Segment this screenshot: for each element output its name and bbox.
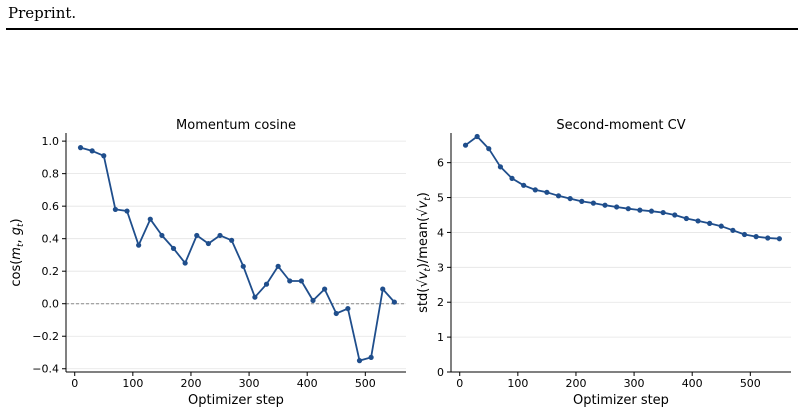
data-point xyxy=(275,263,281,269)
x-tick-label: 400 xyxy=(297,377,318,390)
data-point xyxy=(707,220,713,226)
data-point xyxy=(660,209,666,216)
data-point xyxy=(648,208,655,214)
data-point xyxy=(333,310,339,317)
data-point xyxy=(602,202,608,208)
data-point xyxy=(136,242,142,248)
data-point xyxy=(462,142,469,148)
x-tick-label: 400 xyxy=(682,377,703,390)
data-point xyxy=(368,354,374,360)
momentum-cosine-chart: −0.4 −0.2 0.0 0.2 0.4 0.6 0.8 1.0 0 100 200 300 400 5… xyxy=(9,118,406,408)
data-point xyxy=(101,153,107,159)
data-point xyxy=(205,240,211,247)
series-line xyxy=(464,135,780,240)
y-tick-label: 4 xyxy=(437,226,444,239)
data-point xyxy=(695,218,701,224)
y-tick-label: 0.2 xyxy=(42,265,60,278)
y-tick-label: −0.4 xyxy=(32,363,59,376)
y-tick-label: 0 xyxy=(437,366,444,379)
data-point xyxy=(579,198,585,204)
data-point xyxy=(718,223,724,229)
x-tick-label: 200 xyxy=(180,377,201,390)
data-point xyxy=(182,260,188,266)
series-line xyxy=(80,146,396,362)
data-point xyxy=(229,237,235,243)
data-point xyxy=(544,189,550,195)
data-point xyxy=(672,212,678,218)
data-point xyxy=(730,227,736,233)
data-point xyxy=(89,148,95,154)
x-tick-label: 0 xyxy=(456,377,463,390)
data-point xyxy=(252,294,258,300)
page-header: Preprint. xyxy=(8,4,77,22)
data-point xyxy=(298,278,304,284)
x-tick-label: 100 xyxy=(122,377,143,390)
data-point xyxy=(112,206,119,213)
data-point xyxy=(486,146,492,152)
data-point xyxy=(310,297,316,304)
data-point xyxy=(345,305,351,312)
y-tick-label: 0.0 xyxy=(42,298,60,311)
x-axis-label: Optimizer step xyxy=(188,393,284,408)
x-tick-label: 500 xyxy=(355,377,376,390)
header-rule xyxy=(6,28,798,30)
data-point xyxy=(474,133,480,140)
second-moment-cv-chart: 0 1 2 3 4 5 6 0 100 200 300 400 500 Second-moment CV O… xyxy=(416,118,791,408)
data-point xyxy=(77,145,84,151)
data-point xyxy=(356,358,363,364)
data-point xyxy=(240,263,246,269)
data-point xyxy=(765,235,771,241)
data-point xyxy=(287,278,293,284)
y-tick-label: 6 xyxy=(437,157,444,170)
y-tick-label: 3 xyxy=(437,261,444,274)
data-point xyxy=(263,281,270,287)
y-tick-label: 0.6 xyxy=(42,200,60,213)
y-tick-label: 1 xyxy=(437,331,444,344)
data-point xyxy=(532,187,538,193)
x-tick-label: 300 xyxy=(239,377,260,390)
y-axis-label: cos(mt, gt) xyxy=(9,218,26,286)
data-point xyxy=(497,164,504,170)
data-point xyxy=(124,208,130,214)
y-tick-label: 1.0 xyxy=(42,135,60,148)
data-point xyxy=(590,200,596,206)
x-tick-label: 300 xyxy=(624,377,645,390)
data-point xyxy=(567,195,573,202)
data-point xyxy=(147,216,153,222)
data-point xyxy=(625,206,631,212)
y-tick-label: −0.2 xyxy=(32,330,59,343)
data-point xyxy=(614,204,620,210)
data-point xyxy=(380,286,386,292)
x-axis-label: Optimizer step xyxy=(573,393,669,408)
chart-title: Momentum cosine xyxy=(176,118,296,133)
y-axis-label: std(√vt)/mean(√vt) xyxy=(416,192,433,313)
y-tick-label: 0.4 xyxy=(42,233,60,246)
data-point xyxy=(322,286,328,292)
data-point xyxy=(159,232,165,239)
data-point xyxy=(217,232,223,239)
chart-title: Second-moment CV xyxy=(556,118,685,133)
x-tick-label: 500 xyxy=(740,377,761,390)
data-point xyxy=(170,245,177,252)
y-tick-label: 5 xyxy=(437,192,444,205)
y-tick-label: 0.8 xyxy=(42,168,60,181)
data-point xyxy=(391,299,397,305)
x-tick-label: 100 xyxy=(507,377,528,390)
x-tick-label: 0 xyxy=(71,377,78,390)
data-point xyxy=(753,234,759,240)
data-point xyxy=(776,236,782,242)
data-point xyxy=(555,193,562,199)
data-point xyxy=(741,231,748,238)
data-point xyxy=(637,207,643,213)
data-point xyxy=(521,182,527,188)
data-point xyxy=(194,232,200,239)
x-tick-label: 200 xyxy=(565,377,586,390)
y-tick-label: 2 xyxy=(437,296,444,309)
data-point xyxy=(683,215,689,222)
data-point xyxy=(509,175,515,181)
